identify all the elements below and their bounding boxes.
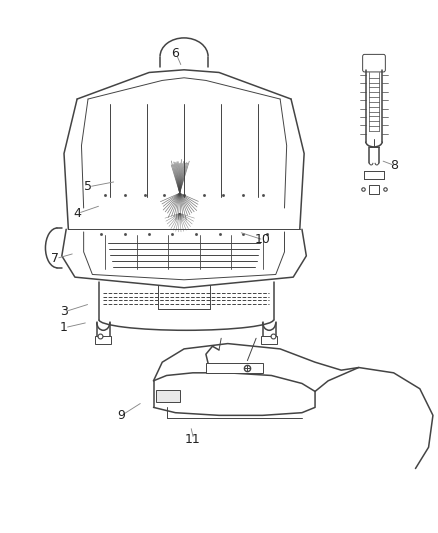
FancyBboxPatch shape <box>363 54 385 72</box>
Text: 5: 5 <box>84 180 92 193</box>
Text: 9: 9 <box>117 409 125 422</box>
Bar <box>95 336 111 344</box>
Bar <box>155 390 180 402</box>
Text: 6: 6 <box>171 47 179 60</box>
Bar <box>261 336 277 344</box>
Bar <box>206 364 263 373</box>
Text: 4: 4 <box>73 207 81 220</box>
Bar <box>369 185 379 193</box>
Text: 8: 8 <box>390 159 398 172</box>
Text: 3: 3 <box>60 305 68 318</box>
Text: 7: 7 <box>51 252 59 265</box>
Text: 11: 11 <box>185 433 201 446</box>
Text: 10: 10 <box>255 233 271 246</box>
Text: 1: 1 <box>60 321 68 334</box>
